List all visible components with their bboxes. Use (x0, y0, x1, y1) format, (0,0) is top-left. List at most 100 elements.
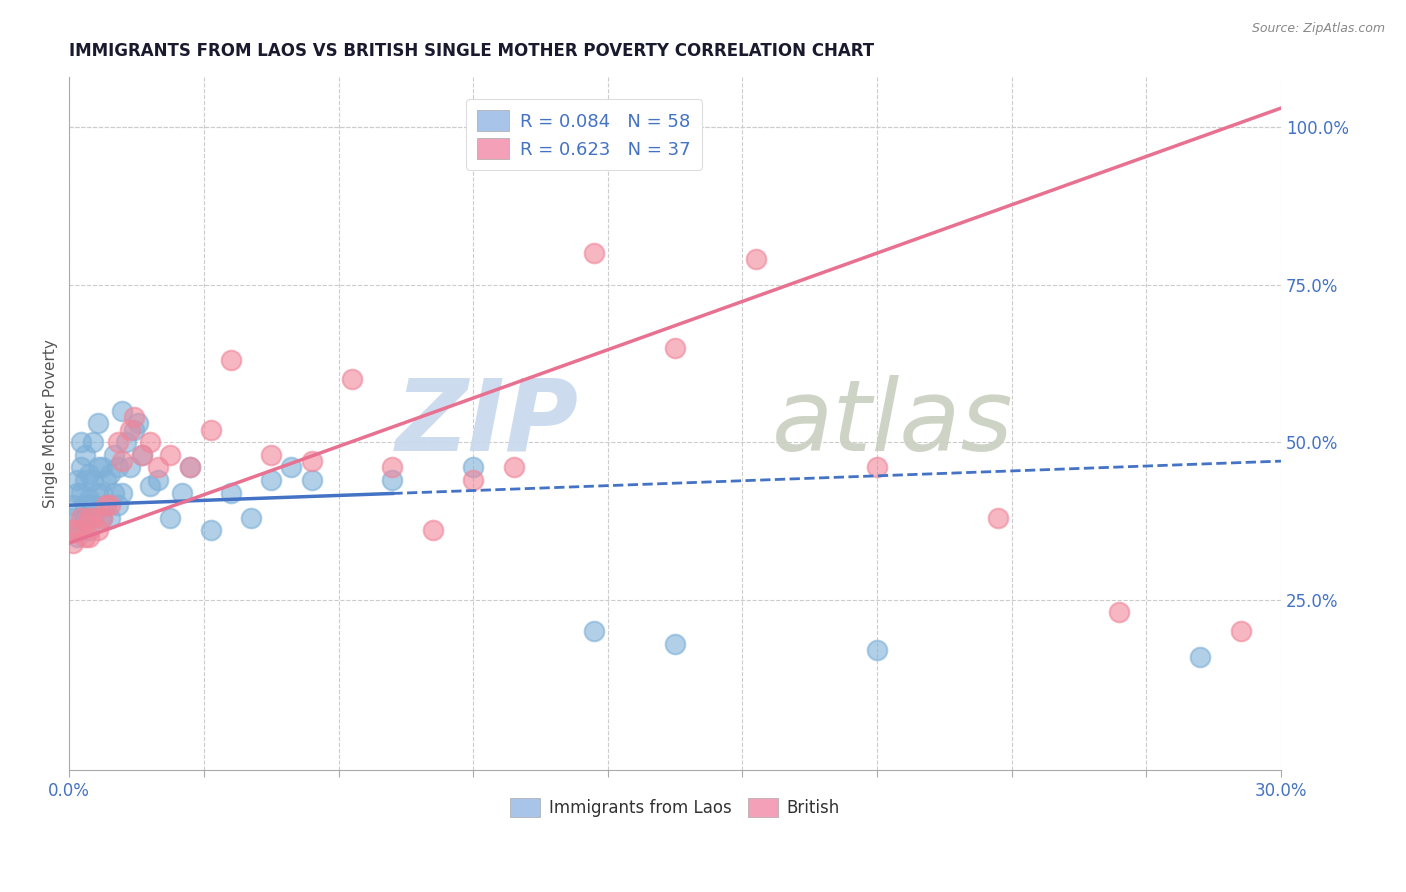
Point (172, 485, 194, 500)
Point (301, 454, 323, 468)
Point (62, 524, 84, 538)
Point (70, 485, 93, 500)
Point (86, 524, 108, 538)
Point (90, 511, 112, 525)
Point (75, 448, 97, 462)
Point (86, 417, 108, 431)
Point (219, 485, 242, 500)
Point (664, 341, 686, 355)
Point (79, 511, 101, 525)
Point (159, 511, 181, 525)
Point (146, 473, 169, 487)
Point (103, 485, 125, 500)
Point (139, 479, 162, 493)
Point (219, 353, 242, 368)
Point (301, 473, 323, 487)
Point (79, 467, 101, 481)
Text: ZIP: ZIP (395, 375, 578, 472)
Point (280, 460, 302, 475)
Point (987, 511, 1010, 525)
Point (103, 448, 125, 462)
Point (111, 454, 134, 468)
Point (260, 448, 283, 462)
Point (1229, 624, 1251, 639)
Point (86, 485, 108, 500)
Point (75, 498, 97, 512)
Point (583, 624, 606, 639)
Point (82, 498, 104, 512)
Legend: Immigrants from Laos, British: Immigrants from Laos, British (503, 791, 846, 824)
Point (90, 460, 112, 475)
Point (75, 530, 97, 544)
Point (90, 485, 112, 500)
Point (131, 448, 153, 462)
Point (179, 460, 201, 475)
Point (107, 498, 129, 512)
Point (111, 485, 134, 500)
Point (90, 511, 112, 525)
Point (146, 460, 169, 475)
Text: Source: ZipAtlas.com: Source: ZipAtlas.com (1251, 22, 1385, 36)
Point (583, 246, 606, 260)
Point (66, 524, 89, 538)
Point (70, 511, 93, 525)
Point (94, 498, 117, 512)
Point (664, 637, 686, 651)
Point (66, 473, 89, 487)
Point (66, 485, 89, 500)
Point (118, 423, 141, 437)
Point (98, 467, 121, 481)
Point (94, 498, 117, 512)
Point (62, 498, 84, 512)
Point (86, 460, 108, 475)
Point (381, 460, 404, 475)
Point (82, 435, 104, 450)
Point (98, 498, 121, 512)
Point (107, 435, 129, 450)
Point (122, 409, 145, 424)
Point (127, 417, 149, 431)
Point (502, 460, 524, 475)
Point (66, 530, 89, 544)
Point (70, 511, 93, 525)
Text: atlas: atlas (772, 375, 1014, 472)
Point (114, 435, 136, 450)
Point (122, 423, 145, 437)
Point (118, 460, 141, 475)
Point (422, 524, 444, 538)
Point (62, 511, 84, 525)
Point (159, 448, 181, 462)
Point (79, 530, 101, 544)
Point (240, 511, 263, 525)
Point (82, 511, 104, 525)
Point (866, 643, 889, 657)
Point (200, 524, 222, 538)
Point (866, 460, 889, 475)
Point (131, 448, 153, 462)
Point (200, 423, 222, 437)
Point (70, 460, 93, 475)
Point (139, 435, 162, 450)
Point (1108, 606, 1130, 620)
Point (340, 372, 363, 386)
Point (70, 435, 93, 450)
Point (75, 473, 97, 487)
Point (82, 473, 104, 487)
Text: IMMIGRANTS FROM LAOS VS BRITISH SINGLE MOTHER POVERTY CORRELATION CHART: IMMIGRANTS FROM LAOS VS BRITISH SINGLE M… (69, 42, 875, 60)
Point (79, 491, 101, 506)
Point (107, 460, 129, 475)
Point (381, 473, 404, 487)
Point (463, 460, 485, 475)
Point (98, 511, 121, 525)
Point (179, 460, 201, 475)
Point (62, 536, 84, 550)
Point (463, 473, 485, 487)
Point (94, 473, 117, 487)
Point (79, 524, 101, 538)
Point (1189, 649, 1212, 664)
Y-axis label: Single Mother Poverty: Single Mother Poverty (44, 339, 58, 508)
Point (75, 511, 97, 525)
Point (260, 473, 283, 487)
Point (62, 524, 84, 538)
Point (745, 252, 768, 267)
